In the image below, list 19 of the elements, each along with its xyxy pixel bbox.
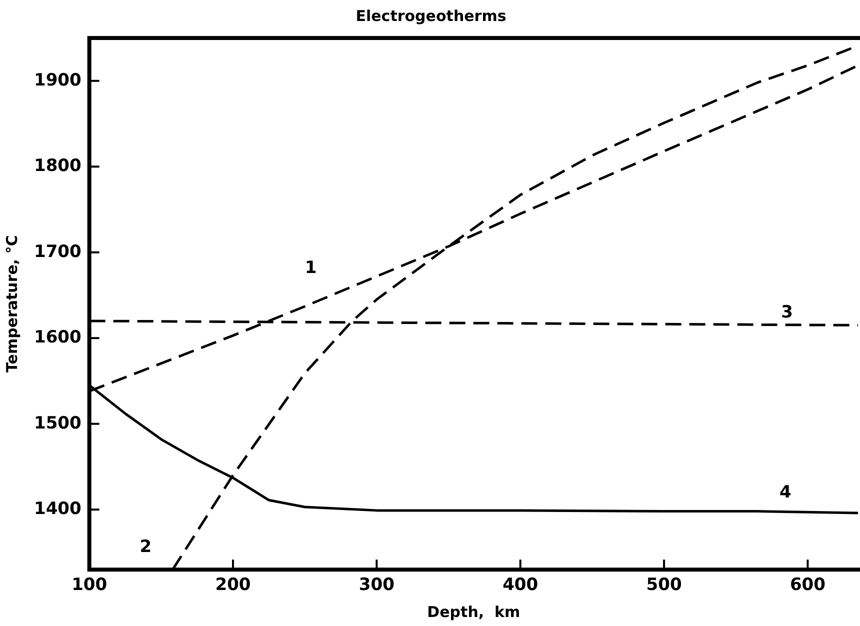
series-label: 4 [780,482,792,503]
y-tick-label: 1900 [34,70,82,90]
x-tick-label: 200 [215,575,251,596]
y-tick-label: 1400 [34,499,82,520]
y-tick-label: 1800 [34,156,82,176]
y-axis-title: Temperature, °C [2,235,21,372]
y-tick-label: 1700 [34,242,82,262]
x-axis-title: Depth, km [427,602,520,621]
x-tick-label: 300 [358,575,395,596]
x-tick-label: 100 [72,575,108,596]
x-tick-label: 600 [790,575,826,596]
y-tick-label: 1600 [34,328,82,348]
series-label: 2 [140,537,152,558]
x-tick-label: 500 [646,575,682,596]
y-tick-label: 1500 [34,413,82,434]
chart-title: Electrogeotherms [356,6,506,25]
series-label: 1 [304,258,317,278]
series-label: 3 [781,302,793,323]
x-tick-label: 400 [502,575,538,596]
